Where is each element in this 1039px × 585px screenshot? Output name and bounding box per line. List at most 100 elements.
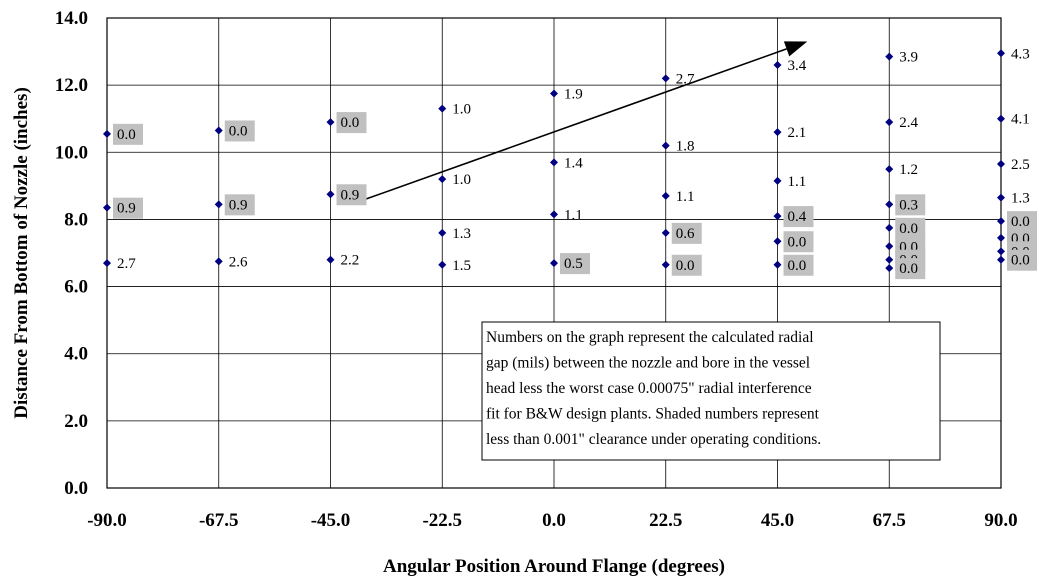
data-point-marker [997, 217, 1005, 226]
data-point-label: 1.2 [899, 162, 918, 178]
x-tick-label: 22.5 [649, 510, 682, 531]
shaded-label-background [336, 112, 367, 134]
data-point-label: 1.4 [564, 155, 583, 171]
shaded-label-background [783, 206, 814, 228]
data-point-label: 2.7 [117, 256, 136, 272]
data-point-marker [661, 260, 670, 269]
data-point-marker [773, 212, 782, 221]
data-point-label: 1.1 [676, 189, 695, 205]
shaded-label-background [671, 222, 702, 244]
data-point-marker [438, 260, 447, 269]
data-point-marker [661, 74, 670, 83]
x-tick-label: 0.0 [542, 510, 566, 531]
data-point-marker [438, 228, 447, 237]
y-tick-label: 12.0 [55, 75, 88, 96]
y-tick-label: 10.0 [55, 142, 88, 163]
data-point-marker [661, 141, 670, 150]
data-points: 0.0 0.9 2.7 0.0 0.9 2.6 0.0 0.9 2.2 1.0 1.0 1.3 1.5 1… [103, 46, 1037, 280]
x-tick-label: -67.5 [199, 510, 239, 531]
data-point-marker [326, 118, 335, 127]
data-point-label: 3.9 [899, 50, 918, 66]
y-tick-label: 2.0 [64, 411, 88, 432]
data-point-label: 0.0 [899, 221, 918, 237]
data-point-marker [997, 114, 1005, 123]
annotation-line: less than 0.001" clearance under operati… [486, 431, 821, 448]
shaded-label-background [1007, 211, 1037, 233]
shaded-label-background [560, 253, 590, 275]
shaded-label-background [895, 217, 926, 239]
data-point-marker [773, 237, 782, 246]
data-point-label: 1.5 [452, 258, 471, 274]
data-point-marker [550, 210, 558, 219]
data-point-label: 0.0 [788, 234, 807, 250]
data-point-marker [550, 89, 558, 98]
data-point-label: 1.3 [1011, 191, 1030, 207]
data-point-label: 0.6 [676, 226, 695, 242]
data-point-label: 0.0 [341, 115, 360, 131]
data-point-label: 3.4 [788, 58, 807, 74]
data-point-marker [997, 193, 1005, 202]
x-tick-label: 90.0 [984, 510, 1017, 531]
data-point-marker [997, 255, 1005, 264]
data-point-marker [103, 259, 111, 268]
y-tick-label: 4.0 [64, 344, 88, 365]
data-point-label: 0.0 [229, 123, 248, 139]
data-point-marker [103, 203, 111, 212]
x-tick-label: -90.0 [87, 510, 127, 531]
y-axis-title: Distance From Bottom of Nozzle (inches) [11, 87, 32, 419]
data-point-marker [214, 126, 223, 135]
data-point-marker [885, 52, 894, 61]
data-point-marker [326, 190, 335, 199]
data-point-marker [214, 200, 223, 209]
annotation-line: head less the worst case 0.00075" radial… [486, 380, 812, 397]
data-point-label: 2.7 [676, 71, 695, 87]
data-point-marker [997, 160, 1005, 169]
data-point-label: 2.6 [229, 254, 248, 270]
annotation-box: Numbers on the graph represent the calcu… [481, 321, 941, 461]
shaded-label-background [1007, 249, 1037, 271]
data-point-marker [997, 247, 1005, 256]
data-point-marker [885, 264, 894, 273]
data-point-label: 0.0 [1011, 214, 1030, 230]
shaded-label-background [224, 194, 255, 216]
x-tick-label: 45.0 [761, 510, 794, 531]
data-point-label: 0.3 [899, 197, 918, 213]
data-point-label: 1.8 [676, 139, 695, 155]
y-tick-label: 6.0 [64, 277, 88, 298]
data-point-label: 0.4 [788, 209, 807, 225]
x-axis-title: Angular Position Around Flange (degrees) [383, 556, 725, 577]
data-point-label: 2.2 [341, 253, 360, 269]
data-point-label: 0.0 [117, 127, 136, 143]
annotation-line: Numbers on the graph represent the calcu… [486, 329, 814, 346]
data-point-marker [550, 158, 558, 167]
annotation-line: gap (mils) between the nozzle and bore i… [486, 355, 810, 372]
data-point-label: 0.0 [676, 258, 695, 274]
data-point-marker [885, 165, 894, 174]
data-point-label: 2.4 [899, 115, 918, 131]
trend-arrow [364, 41, 808, 201]
shaded-label-background [224, 120, 255, 142]
data-point-marker [438, 175, 447, 184]
y-tick-label: 8.0 [64, 209, 88, 230]
data-point-marker [773, 260, 782, 269]
axis-tick-labels: -90.0 -67.5 -45.0 -22.5 0.0 22.5 45.0 67.5 90.0 0… [55, 8, 1018, 531]
shaded-label-background [671, 254, 702, 276]
data-point-marker [885, 242, 894, 251]
y-tick-label: 0.0 [64, 478, 88, 499]
data-point-marker [997, 49, 1005, 58]
shaded-label-background [113, 123, 143, 145]
annotation-box-border [481, 321, 941, 461]
data-point-marker [773, 128, 782, 137]
data-point-marker [773, 61, 782, 69]
y-tick-label: 14.0 [55, 8, 88, 29]
data-point-label: 1.1 [788, 174, 807, 190]
data-point-marker [661, 228, 670, 237]
data-point-marker [885, 223, 894, 232]
data-point-marker [885, 118, 894, 127]
data-point-label: 4.1 [1011, 112, 1030, 128]
data-point-label: 1.9 [564, 87, 583, 103]
data-point-marker [550, 259, 558, 268]
data-point-marker [438, 104, 447, 113]
data-point-label: 0.0 [899, 261, 918, 277]
